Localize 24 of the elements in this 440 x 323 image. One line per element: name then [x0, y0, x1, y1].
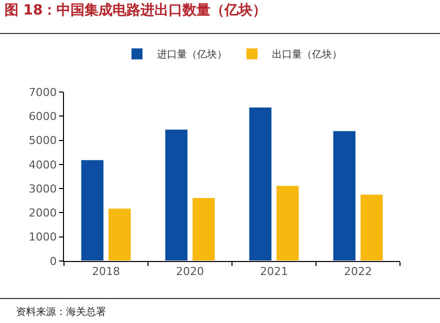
bar: [248, 106, 272, 261]
x-tick-label: 2020: [176, 265, 204, 278]
x-tick-label: 2018: [92, 265, 120, 278]
x-tick-label: 2021: [260, 265, 288, 278]
y-tick-label: 6000: [28, 110, 57, 123]
bar: [108, 208, 132, 261]
bar: [192, 197, 216, 261]
bar: [276, 184, 300, 261]
y-tick-label: 3000: [28, 182, 57, 196]
y-tick-label: 5000: [28, 134, 57, 148]
legend-label: 出口量（亿块）: [272, 48, 342, 61]
y-tick-label: 7000: [28, 86, 57, 99]
y-tick-label: 0: [50, 254, 57, 268]
bar: [332, 130, 356, 261]
text: 资料来源：海关总署: [16, 306, 106, 318]
bar: [80, 159, 104, 261]
chart-title: 图 18：中国集成电路进出口数量（亿块）: [4, 2, 267, 19]
y-tick-label: 2000: [28, 206, 57, 220]
bar: [164, 128, 188, 261]
y-tick-label: 4000: [28, 158, 57, 172]
bar: [360, 194, 384, 261]
y-tick-label: 1000: [28, 230, 57, 244]
legend-label: 进口量（亿块）: [157, 48, 227, 61]
x-tick-label: 2022: [344, 265, 372, 278]
